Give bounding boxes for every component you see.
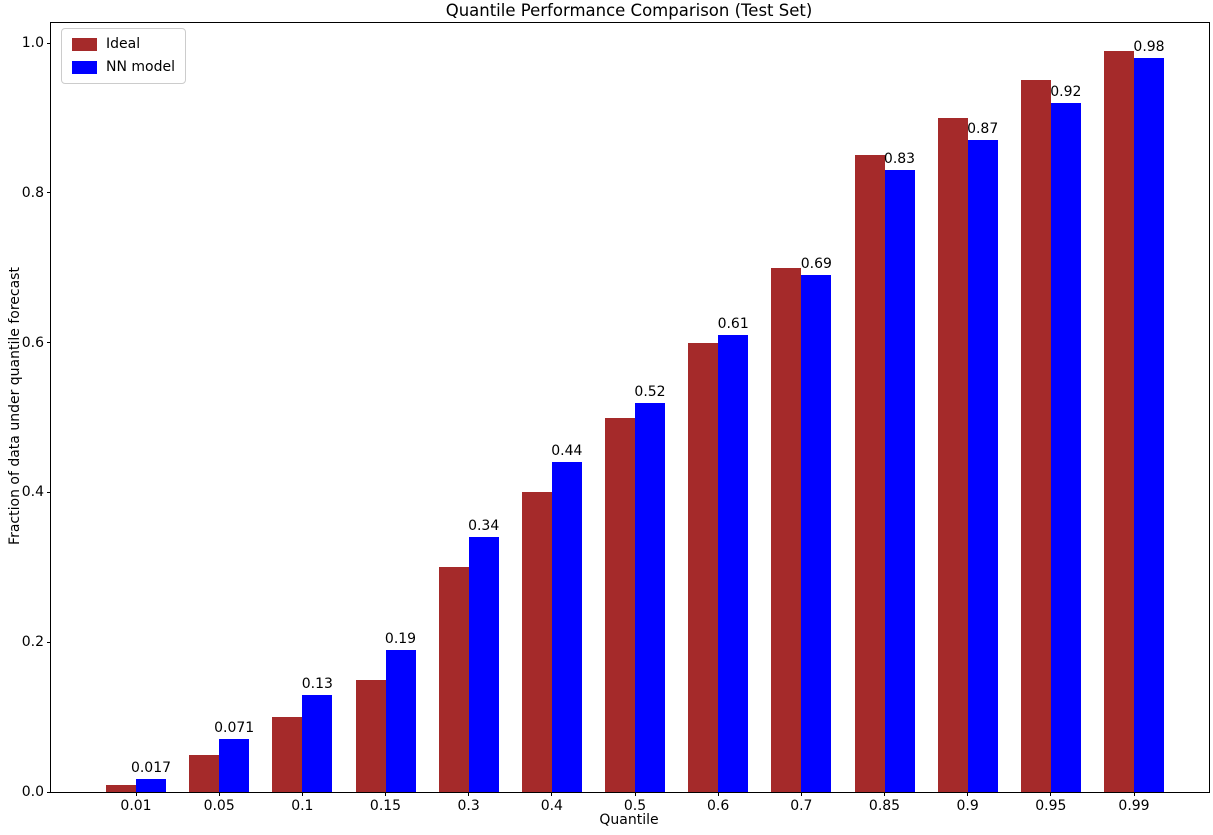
y-tick-label: 0.6 <box>21 334 44 351</box>
x-tick-label: 0.95 <box>1035 798 1067 814</box>
x-tick <box>967 792 969 796</box>
x-tick <box>385 792 386 796</box>
y-tick <box>47 641 51 643</box>
x-tick-label: 0.6 <box>707 798 730 814</box>
bar-value-label: 0.44 <box>551 443 583 460</box>
bar-ideal-0.99 <box>1104 50 1134 792</box>
x-tick <box>884 792 885 796</box>
y-tick <box>47 42 51 44</box>
x-tick-label: 0.7 <box>790 798 813 814</box>
bar-ideal-0.4 <box>521 492 552 792</box>
bar-ideal-0.5 <box>605 417 635 792</box>
y-tick-label: 0.0 <box>21 784 44 800</box>
bar-value-label: 0.98 <box>1133 38 1165 55</box>
bar-nn-model-0.7 <box>801 275 832 792</box>
legend-row: Ideal <box>72 36 175 53</box>
x-tick <box>800 792 802 796</box>
y-tick-label: 1.0 <box>21 35 44 51</box>
x-tick-label: 0.85 <box>868 798 901 814</box>
legend-label: Ideal <box>106 36 141 52</box>
bar-value-label: 0.017 <box>130 760 172 777</box>
bar-nn-model-0.5 <box>635 402 665 792</box>
bar-value-label: 0.61 <box>717 316 749 333</box>
y-tick <box>47 791 51 793</box>
bar-nn-model-0.9 <box>967 140 998 792</box>
bar-value-label: 0.13 <box>301 675 333 692</box>
x-tick <box>135 792 137 796</box>
y-tick <box>47 342 51 344</box>
chart-title: Quantile Performance Comparison (Test Se… <box>445 1 813 20</box>
bar-ideal-0.7 <box>771 267 802 792</box>
bar-value-label: 0.83 <box>883 151 916 168</box>
y-tick <box>47 491 51 493</box>
x-tick <box>218 792 220 796</box>
bar-nn-model-0.01 <box>136 779 166 792</box>
bar-ideal-0.1 <box>272 717 303 792</box>
bar-nn-model-0.1 <box>302 694 333 792</box>
bar-nn-model-0.85 <box>884 170 915 792</box>
bar-ideal-0.95 <box>1020 80 1051 792</box>
x-tick-label: 0.3 <box>457 798 480 814</box>
bar-value-label: 0.19 <box>384 630 417 647</box>
x-tick-label: 0.15 <box>369 798 402 814</box>
x-tick <box>1050 792 1052 796</box>
x-tick-label: 0.1 <box>291 798 314 814</box>
bar-ideal-0.15 <box>355 679 386 792</box>
bar-nn-model-0.99 <box>1134 57 1164 792</box>
x-tick <box>551 792 553 796</box>
bar-nn-model-0.6 <box>718 335 749 792</box>
x-axis-label: Quantile <box>599 812 659 828</box>
bar-nn-model-0.05 <box>219 738 250 792</box>
bar-value-label: 0.52 <box>634 383 666 400</box>
bar-nn-model-0.3 <box>468 537 499 792</box>
bar-nn-model-0.15 <box>385 649 416 792</box>
bar-ideal-0.6 <box>688 342 719 792</box>
legend-label: NN model <box>106 59 175 75</box>
x-tick <box>1133 792 1135 796</box>
bar-nn-model-0.95 <box>1050 102 1081 792</box>
x-tick <box>468 792 470 796</box>
y-axis-label: Fraction of data under quantile forecast <box>7 267 23 545</box>
x-tick-label: 0.05 <box>203 798 235 814</box>
bar-ideal-0.3 <box>438 567 469 792</box>
y-tick-label: 0.2 <box>21 634 44 651</box>
y-tick <box>47 192 51 194</box>
x-tick <box>634 792 636 796</box>
bar-value-label: 0.87 <box>967 121 999 138</box>
bar-value-label: 0.92 <box>1050 83 1082 100</box>
bar-value-label: 0.071 <box>214 719 255 736</box>
legend-row: NN model <box>72 59 175 76</box>
plot-area: Ideal NN model 0.0 0.2 0.4 0.6 0.8 1.0 0.017 0.0… <box>22 22 1210 814</box>
y-tick-label: 0.8 <box>21 184 44 201</box>
legend: Ideal NN model <box>61 28 186 84</box>
bar-value-label: 0.69 <box>800 256 832 273</box>
bar-ideal-0.9 <box>937 117 968 792</box>
bar-ideal-0.05 <box>189 754 220 792</box>
x-tick-label: 0.99 <box>1118 798 1150 814</box>
bar-ideal-0.85 <box>854 155 885 792</box>
bar-nn-model-0.4 <box>551 462 582 792</box>
x-tick-label: 0.01 <box>120 798 152 814</box>
bar-value-label: 0.34 <box>468 518 500 535</box>
bar-ideal-0.01 <box>106 784 136 792</box>
x-tick-label: 0.5 <box>623 798 647 814</box>
legend-swatch-ideal <box>72 38 97 51</box>
x-tick-label: 0.9 <box>956 798 979 814</box>
x-tick <box>717 792 719 796</box>
x-tick <box>301 792 303 796</box>
legend-swatch-nn-model <box>72 61 97 74</box>
y-tick-label: 0.4 <box>21 484 44 501</box>
x-tick-label: 0.4 <box>540 798 563 814</box>
